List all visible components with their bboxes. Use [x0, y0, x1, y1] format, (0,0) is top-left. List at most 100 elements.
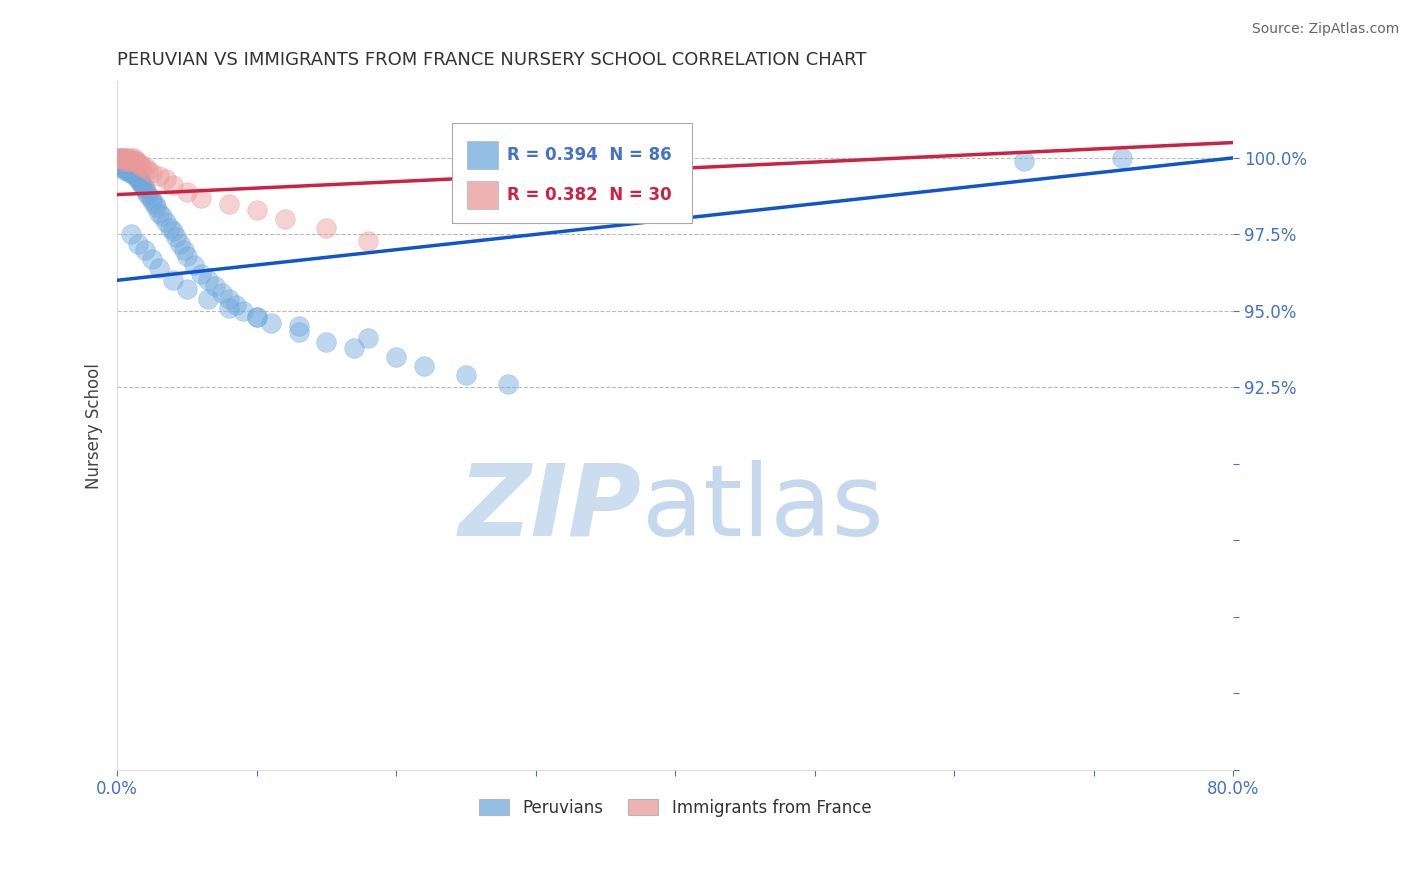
Text: Source: ZipAtlas.com: Source: ZipAtlas.com [1251, 22, 1399, 37]
Point [114, 157, 136, 171]
Point [111, 153, 134, 168]
Point [148, 261, 170, 276]
Point [232, 304, 254, 318]
Point [197, 273, 219, 287]
Point [120, 160, 142, 174]
Point [125, 153, 148, 168]
Point [131, 160, 153, 174]
Point [134, 181, 156, 195]
Point [127, 172, 149, 186]
Point [111, 151, 134, 165]
Point [115, 163, 138, 178]
Point [124, 169, 146, 184]
Point [110, 151, 132, 165]
Point [132, 181, 155, 195]
Point [112, 160, 135, 174]
Point [246, 202, 269, 217]
Point [122, 151, 145, 165]
Point [117, 160, 139, 174]
Point [139, 191, 162, 205]
Point [124, 153, 146, 168]
Point [454, 368, 477, 383]
Point [136, 187, 159, 202]
Point [118, 163, 141, 178]
Point [112, 153, 135, 168]
Point [162, 224, 184, 238]
Point [343, 341, 366, 355]
Point [134, 160, 156, 174]
Point [159, 221, 181, 235]
Point [121, 163, 143, 178]
Point [143, 196, 166, 211]
Point [287, 326, 309, 340]
Point [176, 185, 198, 199]
Point [190, 191, 212, 205]
Text: ZIP: ZIP [458, 459, 641, 557]
Point [385, 350, 408, 364]
Point [127, 157, 149, 171]
Text: R = 0.382  N = 30: R = 0.382 N = 30 [506, 186, 671, 204]
Legend: Peruvians, Immigrants from France: Peruvians, Immigrants from France [472, 792, 877, 823]
Point [108, 160, 131, 174]
Point [176, 283, 198, 297]
Point [111, 151, 134, 165]
Point [287, 319, 309, 334]
Point [246, 310, 269, 324]
Point [315, 221, 337, 235]
Point [110, 153, 132, 168]
Point [141, 252, 163, 266]
Point [155, 215, 177, 229]
Text: PERUVIAN VS IMMIGRANTS FROM FRANCE NURSERY SCHOOL CORRELATION CHART: PERUVIAN VS IMMIGRANTS FROM FRANCE NURSE… [117, 51, 866, 69]
Point [108, 151, 131, 165]
Point [273, 212, 295, 227]
Point [148, 169, 170, 184]
Point [246, 310, 269, 324]
Point [218, 196, 240, 211]
Point [173, 243, 195, 257]
Point [357, 234, 380, 248]
Point [357, 331, 380, 345]
Point [124, 166, 146, 180]
Point [211, 285, 233, 300]
Point [117, 153, 139, 168]
Text: atlas: atlas [641, 459, 883, 557]
Point [122, 166, 145, 180]
Point [218, 301, 240, 315]
Point [134, 243, 156, 257]
Text: R = 0.394  N = 86: R = 0.394 N = 86 [506, 146, 671, 164]
Point [121, 160, 143, 174]
Point [108, 157, 131, 171]
Point [413, 359, 436, 373]
FancyBboxPatch shape [467, 180, 498, 210]
Point [120, 151, 142, 165]
Point [112, 153, 135, 168]
Point [118, 160, 141, 174]
Point [120, 163, 142, 178]
Y-axis label: Nursery School: Nursery School [86, 363, 103, 489]
Point [135, 185, 157, 199]
Point [145, 200, 167, 214]
Point [162, 178, 184, 193]
Point [150, 209, 173, 223]
Point [120, 166, 142, 180]
Point [128, 175, 150, 189]
Point [204, 279, 226, 293]
Point [141, 194, 163, 208]
Point [120, 227, 142, 242]
Point [110, 157, 132, 171]
Point [121, 153, 143, 168]
Point [128, 157, 150, 171]
Point [117, 157, 139, 171]
Point [165, 230, 187, 244]
Point [107, 151, 129, 165]
Point [197, 292, 219, 306]
Point [115, 151, 138, 165]
FancyBboxPatch shape [467, 141, 498, 169]
Point [128, 172, 150, 186]
Point [115, 160, 138, 174]
Point [114, 151, 136, 165]
Point [148, 206, 170, 220]
Point [118, 153, 141, 168]
Point [183, 258, 205, 272]
Point [131, 178, 153, 193]
